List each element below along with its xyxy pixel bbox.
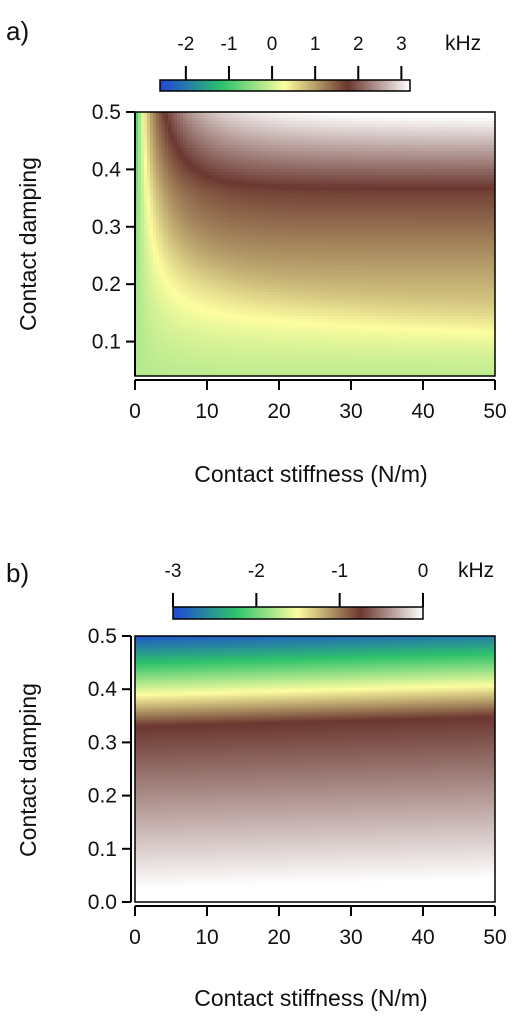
colorbar-tick-label: -2 xyxy=(248,561,265,582)
x-tick-label: 0 xyxy=(129,400,141,423)
panel-a-colorbar-gradient xyxy=(159,79,411,92)
panel-b-label: b) xyxy=(6,558,29,588)
x-tick-label: 30 xyxy=(339,400,362,423)
y-tick-label: 0.3 xyxy=(92,216,121,239)
x-tick-label: 20 xyxy=(267,926,290,949)
panel-a-colorbar-unit: kHz xyxy=(445,32,481,55)
x-tick-label: 10 xyxy=(195,926,218,949)
colorbar-tick-label: -1 xyxy=(331,561,348,582)
panel-a: a) -2 -1 0 1 2 3 kHz 0.1 0.2 0.3 0.4 0.5 0 10 20 30 4… xyxy=(6,16,507,487)
x-tick-label: 50 xyxy=(483,400,506,423)
y-tick-label: 0.2 xyxy=(88,785,117,808)
x-tick-label: 30 xyxy=(339,926,362,949)
x-tick-label: 40 xyxy=(411,400,434,423)
y-tick-label: 0.1 xyxy=(88,838,117,861)
colorbar-tick-label: 1 xyxy=(310,34,321,55)
y-tick-label: 0.3 xyxy=(88,731,117,754)
y-tick-label: 0.4 xyxy=(88,678,118,701)
panel-a-colorbar-ticks: -2 -1 0 1 2 3 xyxy=(177,34,407,80)
panel-b-x-axis-title: Contact stiffness (N/m) xyxy=(194,985,427,1011)
panel-b-colorbar-ticks: -3 -2 -1 0 xyxy=(165,561,429,607)
colorbar-tick-label: 0 xyxy=(418,561,429,582)
x-tick-label: 50 xyxy=(483,926,506,949)
panel-b-colorbar: -3 -2 -1 0 kHz xyxy=(165,559,494,620)
colorbar-tick-label: 3 xyxy=(396,34,407,55)
panel-a-x-axis: 0 10 20 30 40 50 xyxy=(129,379,507,423)
x-tick-label: 40 xyxy=(411,926,434,949)
panel-a-colorbar: -2 -1 0 1 2 3 kHz xyxy=(159,32,481,92)
panel-a-heatmap xyxy=(134,111,496,377)
colorbar-tick-label: -1 xyxy=(221,34,238,55)
y-tick-label: 0.0 xyxy=(88,891,117,914)
panel-b-y-axis: 0.0 0.1 0.2 0.3 0.4 0.5 xyxy=(88,625,132,914)
y-tick-label: 0.4 xyxy=(92,158,122,181)
x-tick-label: 0 xyxy=(129,926,141,949)
x-tick-label: 20 xyxy=(267,400,290,423)
panel-a-x-axis-title: Contact stiffness (N/m) xyxy=(194,461,427,487)
x-tick-label: 10 xyxy=(195,400,218,423)
y-tick-label: 0.5 xyxy=(92,101,121,124)
panel-b-plot-frame xyxy=(134,635,496,903)
colorbar-tick-label: -2 xyxy=(177,34,194,55)
panel-b-y-axis-title: Contact damping xyxy=(15,683,41,857)
y-tick-label: 0.5 xyxy=(88,625,117,648)
panel-a-y-axis-title: Contact damping xyxy=(15,157,41,331)
panel-b-x-axis: 0 10 20 30 40 50 xyxy=(129,905,507,949)
colorbar-tick-label: -3 xyxy=(165,561,182,582)
panel-b-heatmap xyxy=(134,635,496,903)
y-tick-label: 0.1 xyxy=(92,331,121,354)
panel-b: b) -3 -2 -1 0 kHz 0.0 0.1 0.2 0.3 0.4 0.5 0 10 20 3… xyxy=(6,558,507,1011)
panel-b-colorbar-unit: kHz xyxy=(458,559,494,582)
y-tick-label: 0.2 xyxy=(92,273,121,296)
colorbar-tick-label: 0 xyxy=(267,34,278,55)
panel-b-colorbar-gradient xyxy=(172,606,424,620)
panel-a-label: a) xyxy=(6,16,29,46)
colorbar-tick-label: 2 xyxy=(353,34,364,55)
panel-a-y-axis: 0.1 0.2 0.3 0.4 0.5 xyxy=(92,101,136,376)
